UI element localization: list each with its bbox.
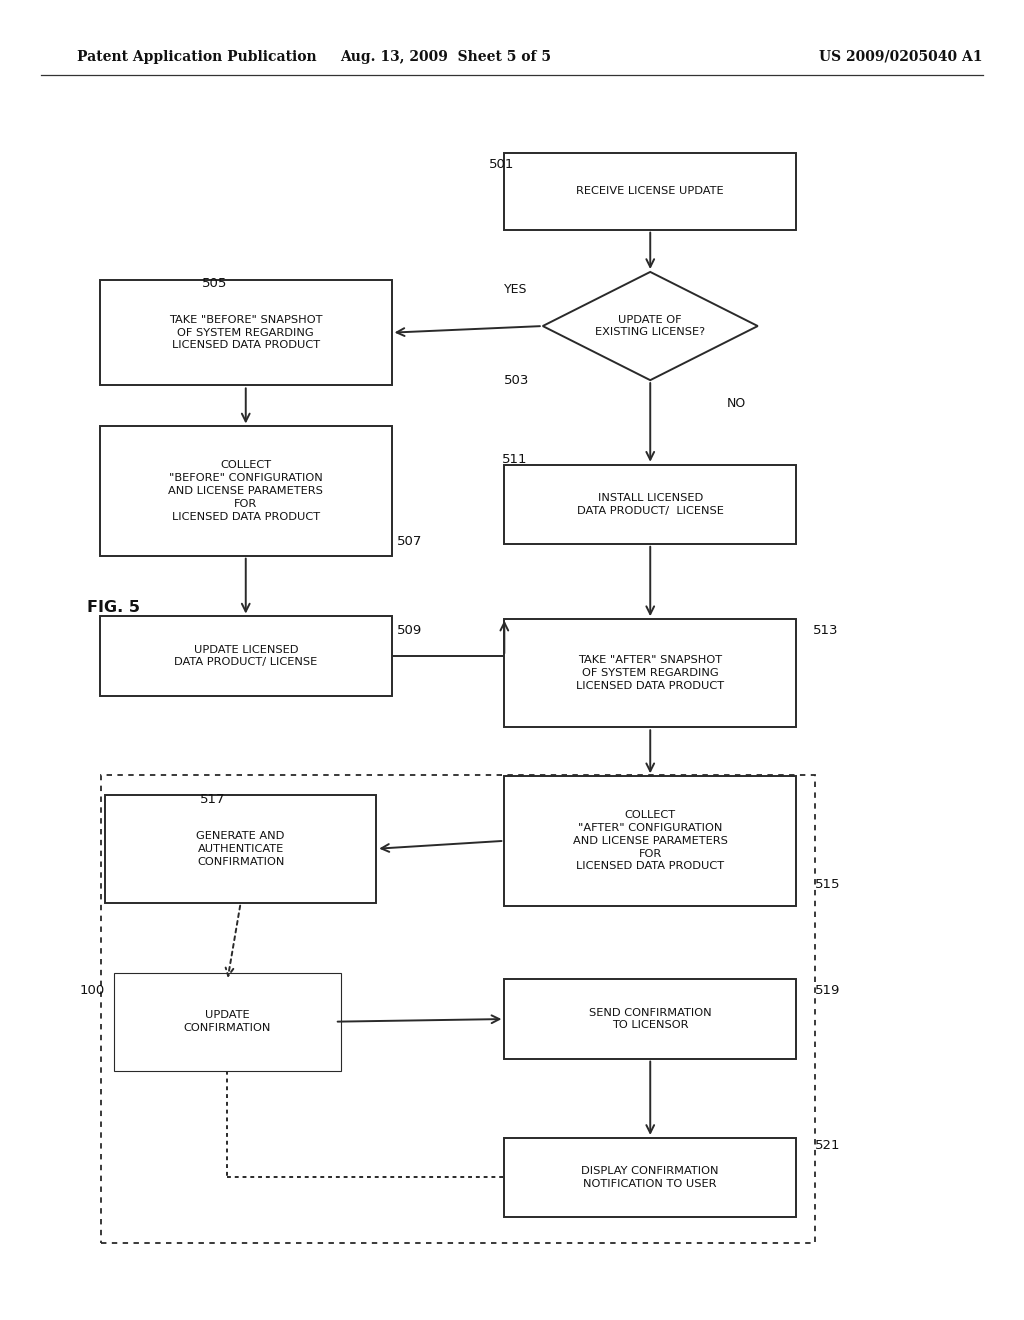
Text: COLLECT
"BEFORE" CONFIGURATION
AND LICENSE PARAMETERS
FOR
LICENSED DATA PRODUCT: COLLECT "BEFORE" CONFIGURATION AND LICEN… bbox=[168, 461, 324, 521]
Text: 517: 517 bbox=[201, 793, 225, 807]
Text: UPDATE
CONFIRMATION: UPDATE CONFIRMATION bbox=[183, 1010, 271, 1034]
Bar bbox=[505, 465, 797, 544]
Text: 503: 503 bbox=[505, 374, 529, 387]
Text: 521: 521 bbox=[815, 1139, 840, 1152]
Text: 515: 515 bbox=[815, 878, 840, 891]
Text: TAKE "BEFORE" SNAPSHOT
OF SYSTEM REGARDING
LICENSED DATA PRODUCT: TAKE "BEFORE" SNAPSHOT OF SYSTEM REGARDI… bbox=[169, 315, 323, 350]
Text: Patent Application Publication: Patent Application Publication bbox=[77, 50, 316, 63]
Text: 505: 505 bbox=[203, 277, 227, 290]
Bar bbox=[104, 795, 377, 903]
Text: 100: 100 bbox=[80, 983, 104, 997]
Bar bbox=[101, 775, 815, 1243]
Bar bbox=[505, 619, 797, 727]
Text: UPDATE LICENSED
DATA PRODUCT/ LICENSE: UPDATE LICENSED DATA PRODUCT/ LICENSE bbox=[174, 644, 317, 668]
Text: TAKE "AFTER" SNAPSHOT
OF SYSTEM REGARDING
LICENSED DATA PRODUCT: TAKE "AFTER" SNAPSHOT OF SYSTEM REGARDIN… bbox=[577, 656, 724, 690]
Text: 511: 511 bbox=[503, 453, 527, 466]
Text: 513: 513 bbox=[813, 624, 838, 638]
Text: INSTALL LICENSED
DATA PRODUCT/  LICENSE: INSTALL LICENSED DATA PRODUCT/ LICENSE bbox=[577, 492, 724, 516]
Text: Aug. 13, 2009  Sheet 5 of 5: Aug. 13, 2009 Sheet 5 of 5 bbox=[340, 50, 551, 63]
Text: SEND CONFIRMATION
TO LICENSOR: SEND CONFIRMATION TO LICENSOR bbox=[589, 1007, 712, 1031]
Bar bbox=[100, 280, 391, 385]
Bar bbox=[120, 981, 335, 1063]
Bar bbox=[100, 616, 391, 696]
Text: 519: 519 bbox=[815, 983, 840, 997]
Bar bbox=[505, 776, 797, 906]
Polygon shape bbox=[543, 272, 758, 380]
Text: RECEIVE LICENSE UPDATE: RECEIVE LICENSE UPDATE bbox=[577, 186, 724, 197]
Bar bbox=[505, 153, 797, 230]
Text: GENERATE AND
AUTHENTICATE
CONFIRMATION: GENERATE AND AUTHENTICATE CONFIRMATION bbox=[197, 832, 285, 866]
Bar bbox=[505, 1138, 797, 1217]
Text: FIG. 5: FIG. 5 bbox=[87, 599, 140, 615]
Text: UPDATE OF
EXISTING LICENSE?: UPDATE OF EXISTING LICENSE? bbox=[595, 314, 706, 338]
Text: YES: YES bbox=[504, 282, 527, 296]
Text: NO: NO bbox=[727, 397, 746, 411]
Bar bbox=[114, 973, 341, 1071]
Text: 509: 509 bbox=[397, 624, 422, 638]
Text: DISPLAY CONFIRMATION
NOTIFICATION TO USER: DISPLAY CONFIRMATION NOTIFICATION TO USE… bbox=[582, 1166, 719, 1189]
Bar bbox=[100, 426, 391, 556]
Text: US 2009/0205040 A1: US 2009/0205040 A1 bbox=[819, 50, 983, 63]
Text: 501: 501 bbox=[489, 158, 514, 172]
Bar bbox=[505, 979, 797, 1059]
Text: 507: 507 bbox=[397, 535, 422, 548]
Text: COLLECT
"AFTER" CONFIGURATION
AND LICENSE PARAMETERS
FOR
LICENSED DATA PRODUCT: COLLECT "AFTER" CONFIGURATION AND LICENS… bbox=[572, 810, 728, 871]
